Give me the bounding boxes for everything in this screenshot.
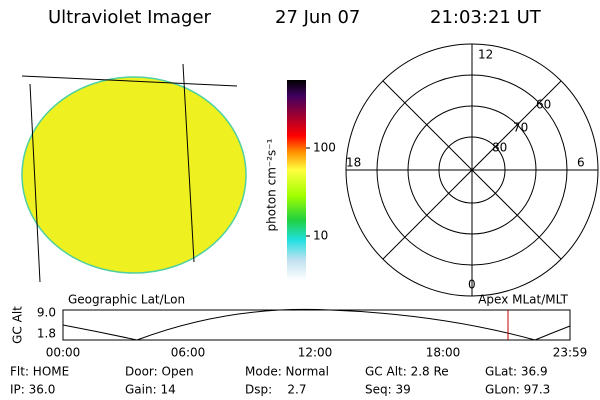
orbit-left-title: Geographic Lat/Lon <box>68 293 185 307</box>
lat-label: 60 <box>536 98 551 112</box>
status: Seq: 39 <box>365 383 411 397</box>
orbit-ytick: 1.8 <box>37 327 56 341</box>
colorbar <box>287 80 306 280</box>
orbit-xtick: 06:00 <box>171 346 206 360</box>
orbit-xtick: 12:00 <box>298 346 333 360</box>
orbit-y-label: GC Alt <box>11 306 25 344</box>
status: GC Alt: 2.8 Re <box>365 365 449 379</box>
orbit-xtick: 00:00 <box>46 346 81 360</box>
colorbar-tick: 100 <box>313 141 336 155</box>
orbit-xtick: 18:00 <box>426 346 461 360</box>
orbit-xtick: 23:59 <box>553 346 588 360</box>
status: GLat: 36.9 <box>485 365 548 379</box>
orbit-right-title: Apex MLat/MLT <box>478 293 568 307</box>
status: Door: Open <box>125 365 194 379</box>
orbit-ytick: 9.0 <box>37 306 56 320</box>
date: 27 Jun 07 <box>275 7 360 28</box>
hour-label: 18 <box>346 156 361 170</box>
status: Gain: 14 <box>125 383 176 397</box>
polar-grid <box>345 43 599 297</box>
image <box>21 63 247 283</box>
colorbar-label: photon cm⁻²s⁻¹ <box>265 138 279 231</box>
orbit-panel <box>62 308 571 341</box>
hour-label: 0 <box>468 278 476 292</box>
instrument: Ultraviolet Imager <box>48 7 212 28</box>
hour-label: 6 <box>577 156 585 170</box>
status: Mode: Normal <box>245 365 329 379</box>
status: IP: 36.0 <box>10 383 55 397</box>
lat-label: 80 <box>492 141 507 155</box>
time: 21:03:21 UT <box>430 7 542 28</box>
lat-label: 70 <box>513 121 528 135</box>
status: Flt: HOME <box>10 365 69 379</box>
colorbar-tick: 10 <box>313 229 328 243</box>
status: Dsp: 2.7 <box>245 383 307 397</box>
status: GLon: 97.3 <box>485 383 550 397</box>
hour-label: 12 <box>478 48 493 62</box>
